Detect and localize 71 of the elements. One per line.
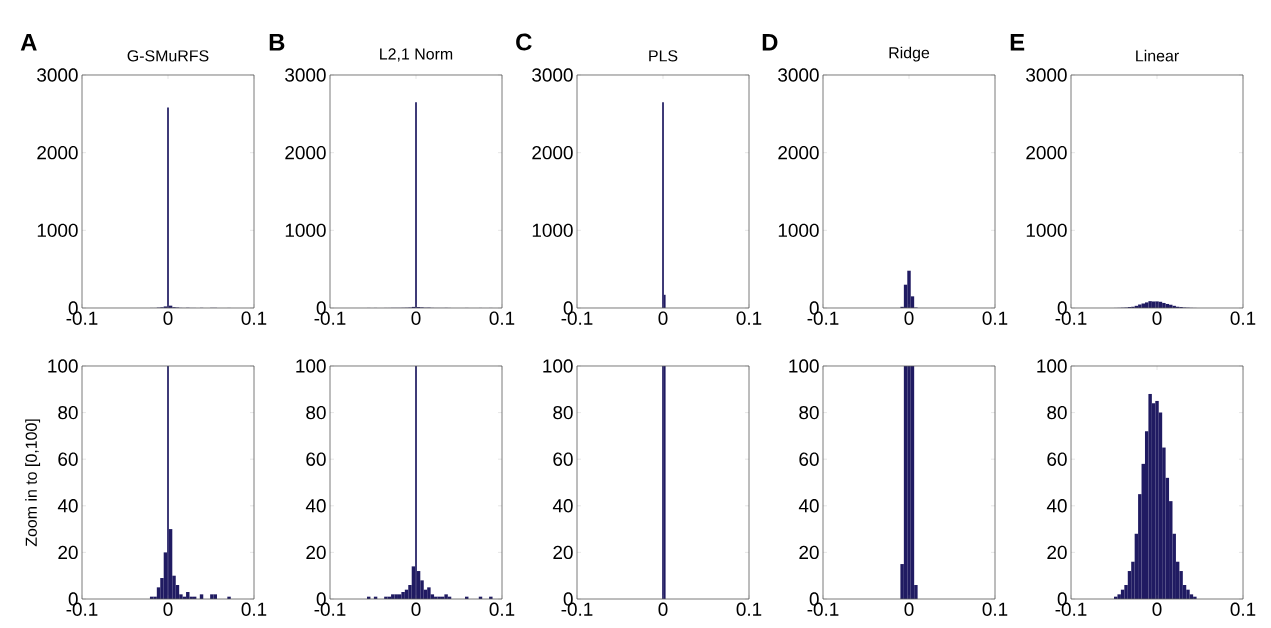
y-tick-label: 3000 [778,68,819,82]
x-tick-label: 0 [411,311,421,325]
x-tick-label: 0 [411,602,421,616]
y-tick-label: 60 [799,452,819,466]
y-tick-label: 1000 [285,223,326,238]
text: D [762,34,778,51]
y-tick-label: 3000 [37,68,78,82]
y-tick-label: 100 [543,359,573,373]
y-tick-label: 100 [48,359,78,373]
y-tick-label: 20 [553,545,573,560]
y-tick-label: 2000 [1026,145,1067,160]
y-tick-label: 80 [553,405,573,420]
y-tick-label: 20 [799,545,819,560]
chart-title: Ridge [889,46,930,62]
x-tick-label: 0.1 [241,602,267,616]
y-tick-label: 20 [306,545,326,560]
x-tick-label: 0.1 [489,602,515,616]
y-tick-label: 80 [799,405,819,420]
y-tick-label: 40 [305,499,326,513]
x-tick-label: 0.1 [982,602,1008,616]
text: E [1010,34,1025,51]
y-tick-label: 20 [1047,545,1067,560]
y-tick-label: 20 [58,545,78,560]
chart-title: L2,1 Norm [380,48,453,62]
chart-title: G-SMuRFS [127,50,209,62]
x-tick-label: 0.1 [736,602,762,616]
y-tick-label: 80 [58,405,78,420]
y-tick-label: 80 [1047,405,1067,420]
x-tick-label: 0.1 [489,311,515,325]
y-tick-label: 100 [789,359,819,373]
x-tick-label: 0.1 [1230,602,1256,616]
x-tick-label: 0 [163,311,173,325]
text: C [516,33,532,51]
y-tick-label: 3000 [1026,68,1067,82]
x-tick-label: 0 [658,311,668,325]
y-tick-label: 60 [58,452,78,466]
x-tick-label: 0.1 [1230,311,1256,325]
y-tick-label: 100 [1037,359,1067,373]
x-tick-label: 0 [1152,311,1162,325]
y-tick-label: 3000 [532,68,573,82]
y-tick-label: 60 [306,452,326,466]
y-tick-label: 2000 [37,145,78,160]
x-tick-label: 0 [904,311,914,325]
x-tick-label: 0 [904,602,914,616]
chart-title: PLS [649,50,678,62]
y-tick-label: 1000 [778,223,819,238]
y-tick-label: 1000 [1026,223,1067,238]
y-tick-label: 2000 [532,145,573,160]
x-tick-label: 0 [163,602,173,616]
y-axis-title: Zoom in to [0,100] [25,419,41,547]
y-tick-label: 40 [57,499,78,513]
text: A [20,34,37,51]
chart-title: Linear [1136,49,1179,62]
y-tick-label: 60 [1047,452,1067,466]
x-tick-label: 0.1 [736,311,762,325]
y-tick-label: 2000 [778,145,819,160]
y-tick-label: 60 [553,452,573,466]
y-tick-label: 40 [798,499,819,513]
x-tick-label: 0.1 [982,311,1008,325]
y-tick-label: 2000 [285,145,326,160]
y-tick-label: 3000 [285,68,326,82]
x-tick-label: 0.1 [241,311,267,325]
y-tick-label: 40 [1046,499,1067,513]
x-tick-label: 0 [658,602,668,616]
text: B [269,34,285,51]
y-tick-label: 40 [552,499,573,513]
y-tick-label: 1000 [37,223,78,238]
y-tick-label: 1000 [532,223,573,238]
y-tick-label: 80 [306,405,326,420]
y-tick-label: 100 [296,359,326,373]
x-tick-label: 0 [1152,602,1162,616]
